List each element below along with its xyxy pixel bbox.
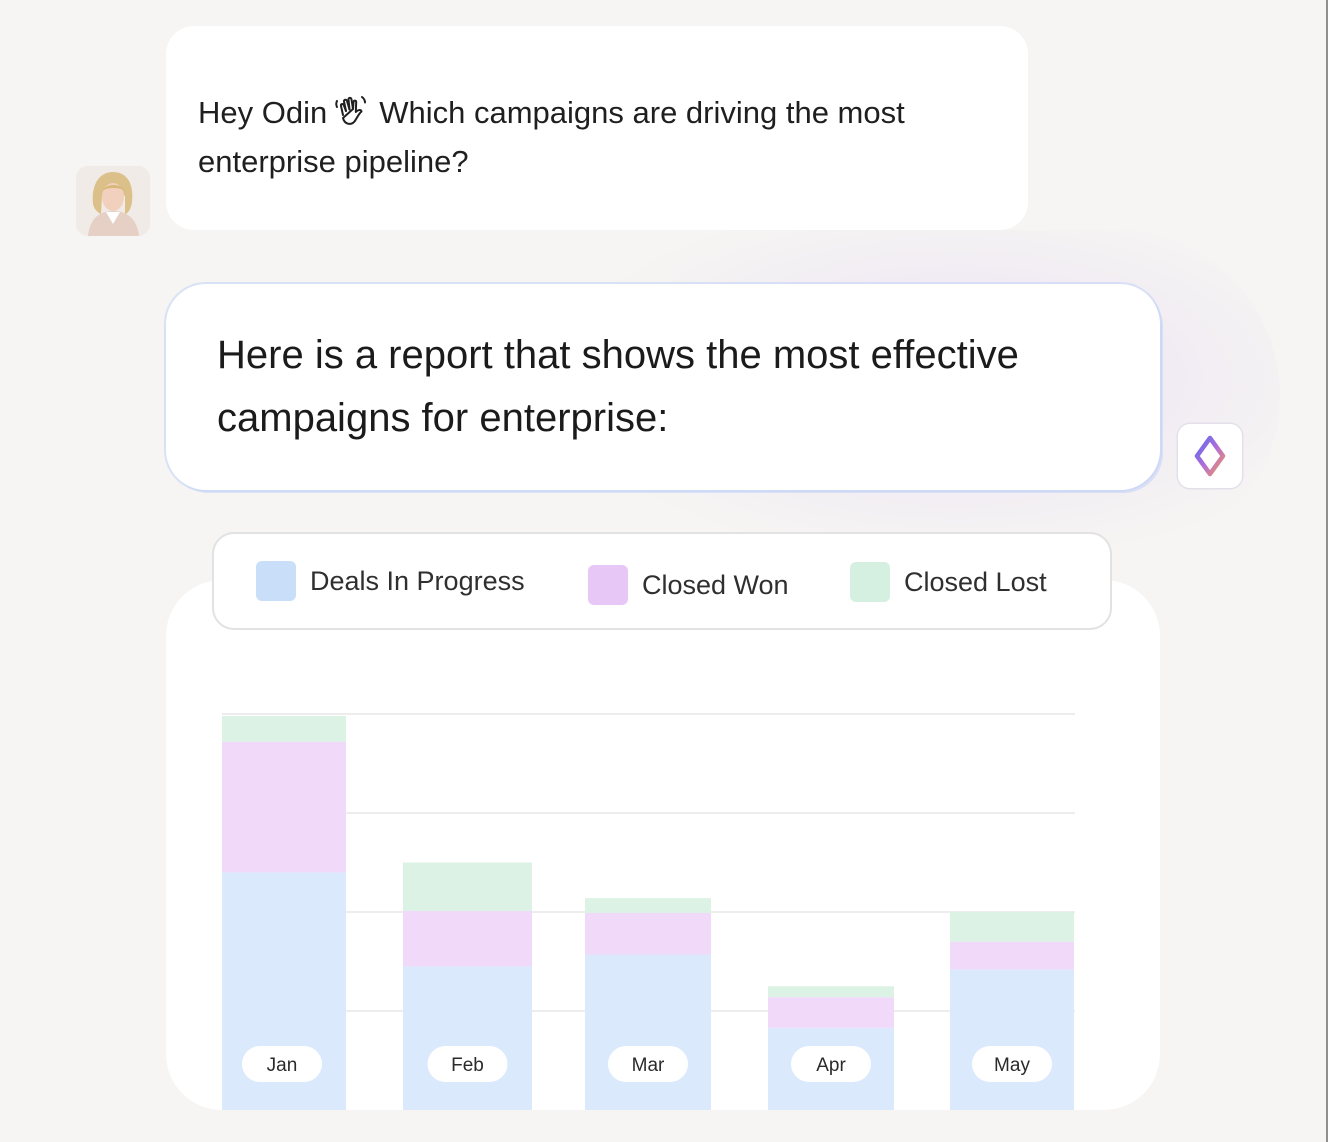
legend-swatch-closed-lost [850, 562, 890, 602]
odin-diamond-logo-icon [1178, 424, 1242, 488]
legend-item-deals-in-progress: Deals In Progress [256, 559, 525, 603]
legend-label-closed-won: Closed Won [642, 569, 789, 600]
x-tick-pill-may [972, 1046, 1052, 1082]
bar-jan-closed-lost [222, 715, 346, 742]
chart-plot-area: Jan Feb Mar Apr May [222, 713, 1075, 1110]
x-tick-label-mar: Mar [632, 1055, 665, 1076]
user-avatar [76, 166, 150, 236]
bar-jan-closed-won [222, 741, 346, 873]
legend-swatch-closed-won [588, 565, 628, 605]
bar-mar-closed-won [585, 912, 711, 955]
bar-mar-deals-in-progress [585, 954, 711, 1110]
legend-label-deals-in-progress: Deals In Progress [310, 565, 525, 596]
assistant-message-bubble: Here is a report that shows the most eff… [166, 284, 1160, 490]
x-tick-pill-feb [427, 1046, 508, 1082]
user-message-greeting: Hey Odin [198, 95, 328, 130]
bar-feb-deals-in-progress [403, 966, 532, 1110]
bar-may-deals-in-progress [950, 969, 1074, 1110]
window-edge [1326, 0, 1328, 1142]
x-tick-pill-mar [608, 1046, 688, 1082]
bar-feb-closed-lost [403, 862, 532, 912]
x-tick-label-jan: Jan [267, 1055, 298, 1076]
legend-item-closed-lost: Closed Lost [850, 560, 1047, 604]
assistant-message-text: Here is a report that shows the most eff… [217, 333, 1019, 440]
chart-legend: Deals In Progress Closed Won Closed Lost [212, 532, 1112, 630]
legend-item-closed-won: Closed Won [588, 563, 789, 607]
bar-may-closed-lost [950, 912, 1074, 942]
bar-mar-closed-lost [585, 898, 711, 913]
x-tick-label-feb: Feb [451, 1055, 484, 1076]
user-message-text: Hey Odin Which campaigns are driving the … [198, 88, 988, 186]
legend-swatch-deals-in-progress [256, 561, 296, 601]
x-tick-label-may: May [994, 1055, 1030, 1076]
bar-feb-closed-won [403, 911, 532, 967]
legend-label-closed-lost: Closed Lost [904, 566, 1047, 597]
user-message-question: Which campaigns are driving the most ent… [198, 95, 905, 179]
bar-apr-closed-won [768, 997, 894, 1028]
bar-apr-closed-lost [768, 986, 894, 998]
waving-hand-icon [333, 93, 369, 129]
x-tick-pill-jan [242, 1046, 322, 1082]
user-message-bubble: Hey Odin Which campaigns are driving the … [166, 26, 1028, 230]
x-tick-label-apr: Apr [816, 1055, 846, 1076]
bar-may-closed-won [950, 941, 1074, 970]
x-tick-pill-apr [791, 1046, 871, 1082]
